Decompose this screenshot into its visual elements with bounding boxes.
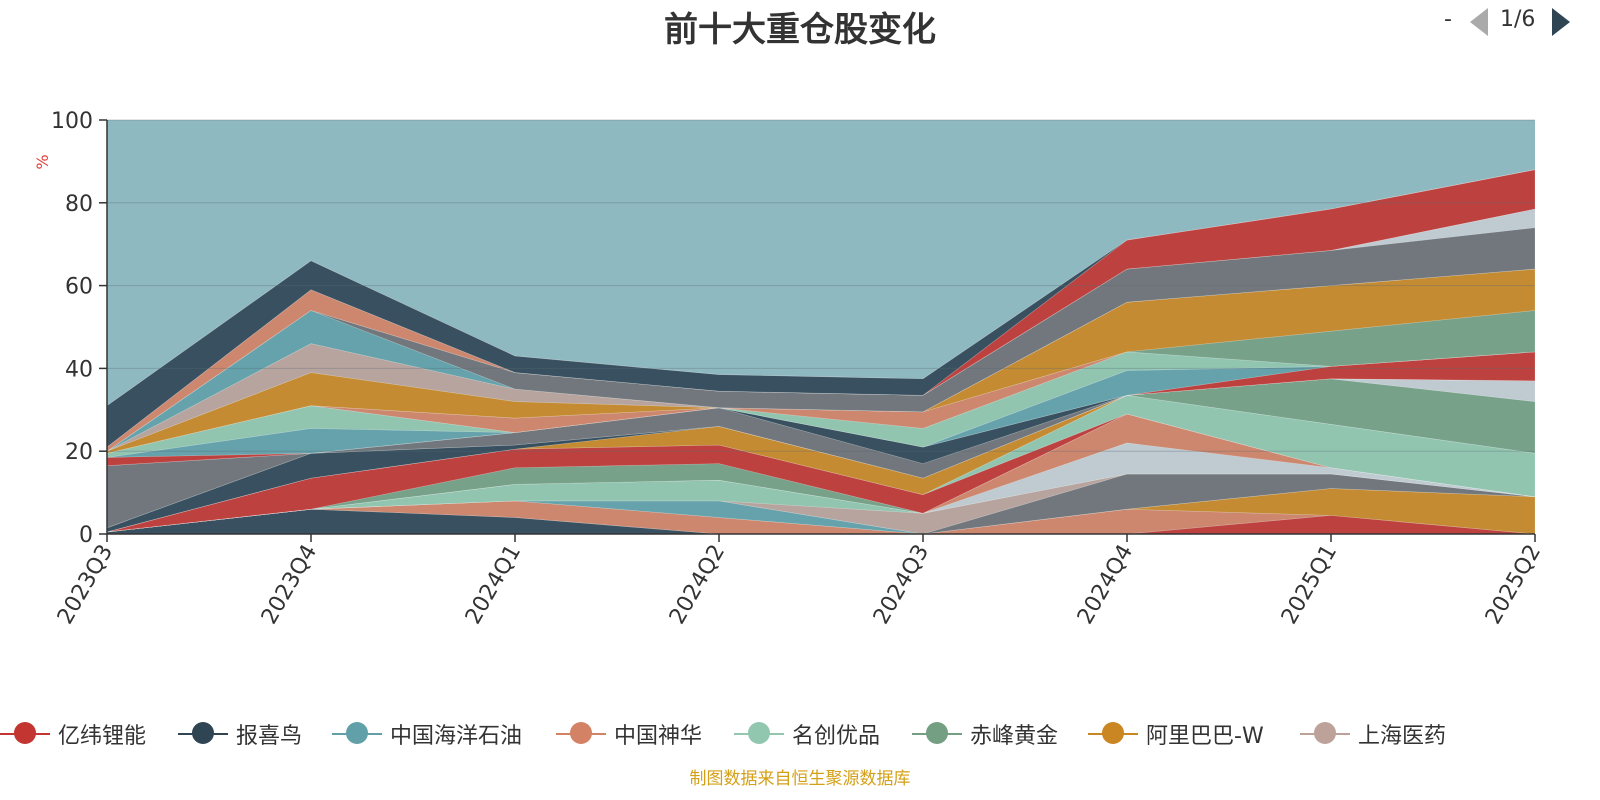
y-tick-label-2: 40 — [65, 357, 93, 382]
y-tick-label-0: 0 — [79, 523, 93, 548]
x-tick-label-6: 2025Q1 — [1277, 541, 1342, 629]
legend-line-marker — [332, 722, 382, 744]
gridlines — [107, 119, 1535, 452]
legend-item-1[interactable]: 报喜鸟 — [178, 714, 302, 754]
y-tick-label-1: 20 — [65, 440, 93, 465]
legend-dot-icon — [1102, 722, 1124, 744]
area-layer-32 — [106, 169, 1536, 406]
y-tick-label-3: 60 — [65, 275, 93, 300]
source-note: 制图数据来自恒生聚源数据库 — [689, 769, 911, 789]
legend-dot-icon — [346, 722, 368, 744]
x-tick-label-0: 2023Q3 — [53, 541, 118, 629]
legend-label: 亿纬锂能 — [58, 724, 147, 749]
legend-more-indicator: - — [1444, 7, 1452, 32]
x-tick-label-4: 2024Q3 — [869, 541, 934, 629]
x-tick-label-3: 2024Q2 — [665, 541, 730, 629]
legend-label: 赤峰黄金 — [970, 724, 1059, 749]
y-axis-label: % — [33, 154, 52, 169]
area-layer-31 — [106, 169, 1536, 448]
legend: 亿纬锂能 报喜鸟 中国海洋石油 中国神华 名创优品 赤峰黄金 阿里巴巴-W 上海医药 — [0, 714, 1600, 754]
legend-item-0[interactable]: 亿纬锂能 — [0, 714, 146, 754]
legend-item-5[interactable]: 赤峰黄金 — [912, 714, 1058, 754]
chart-title: 前十大重仓股变化 — [664, 10, 936, 50]
legend-label: 中国海洋石油 — [390, 724, 523, 749]
axes — [106, 120, 1535, 535]
y-tick-label-4: 80 — [65, 192, 93, 217]
legend-label: 阿里巴巴-W — [1146, 724, 1264, 749]
area-layers — [106, 169, 1536, 535]
legend-item-7[interactable]: 上海医药 — [1300, 714, 1446, 754]
legend-line-marker — [178, 722, 228, 744]
y-tick-label-5: 100 — [51, 109, 93, 134]
legend-label: 报喜鸟 — [236, 724, 303, 749]
legend-item-2[interactable]: 中国海洋石油 — [332, 714, 522, 754]
legend-label: 名创优品 — [792, 724, 881, 749]
legend-dot-icon — [192, 722, 214, 744]
x-tick-label-5: 2024Q4 — [1073, 541, 1138, 629]
legend-prev-page-icon[interactable] — [1470, 8, 1488, 36]
x-ticks: 2023Q3 2023Q4 2024Q1 2024Q2 2024Q3 2024Q4 2025… — [53, 534, 1546, 629]
legend-line-marker — [734, 722, 784, 744]
x-tick-label-1: 2023Q4 — [257, 541, 322, 629]
legend-next-page-icon[interactable] — [1552, 8, 1570, 36]
legend-label: 上海医药 — [1358, 724, 1447, 749]
y-ticks: 0 20 40 60 80 100 — [51, 109, 107, 548]
legend-dot-icon — [570, 722, 592, 744]
legend-dot-icon — [748, 722, 770, 744]
legend-item-6[interactable]: 阿里巴巴-W — [1088, 714, 1264, 754]
legend-dot-icon — [14, 722, 36, 744]
legend-item-4[interactable]: 名创优品 — [734, 714, 880, 754]
x-tick-label-2: 2024Q1 — [461, 541, 526, 629]
x-tick-label-7: 2025Q2 — [1481, 541, 1546, 629]
legend-label: 中国神华 — [614, 724, 703, 749]
legend-line-marker — [556, 722, 606, 744]
legend-line-marker — [1088, 722, 1138, 744]
legend-line-marker — [912, 722, 962, 744]
legend-page-indicator: 1/6 — [1500, 7, 1536, 32]
legend-dot-icon — [926, 722, 948, 744]
legend-dot-icon — [1314, 722, 1336, 744]
legend-item-3[interactable]: 中国神华 — [556, 714, 702, 754]
legend-line-marker — [0, 722, 50, 744]
legend-line-marker — [1300, 722, 1350, 744]
